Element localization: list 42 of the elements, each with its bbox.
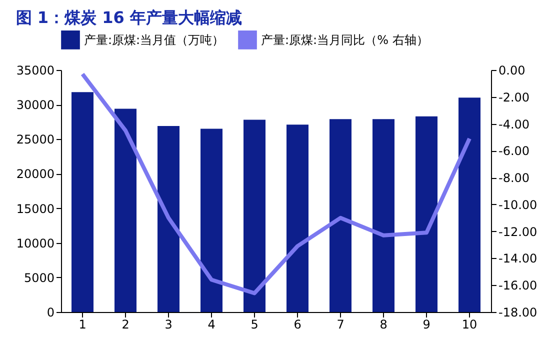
y2-tick-label: -10.00 (498, 198, 538, 212)
bar (416, 116, 438, 312)
chart-title: 图 1：煤炭 16 年产量大幅缩减 (16, 8, 242, 27)
y-tick-label: 20000 (16, 167, 54, 182)
y2-tick-label: 0.00 (498, 64, 526, 78)
y-tick-label: 15000 (16, 202, 54, 216)
legend-label: 产量:原煤:当月同比（% 右轴） (261, 32, 428, 47)
y2-tick-label: -14.00 (498, 252, 538, 266)
x-tick-label: 7 (336, 318, 344, 332)
line-series (80, 72, 472, 296)
bar (330, 119, 352, 312)
bar (286, 124, 308, 312)
x-tick-label: 4 (208, 318, 216, 332)
bar (114, 108, 136, 312)
y-tick-label: 10000 (16, 236, 54, 250)
bar (244, 120, 266, 312)
y-tick-label: 30000 (16, 98, 54, 112)
x-tick-label: 5 (250, 318, 258, 332)
x-tick-label: 8 (380, 318, 388, 332)
bar (458, 98, 480, 312)
y2-tick-label: -8.00 (498, 171, 530, 186)
y2-tick-label: -18.00 (498, 306, 538, 320)
y2-tick-label: -6.00 (498, 144, 530, 158)
y-tick-label: 5000 (24, 270, 54, 285)
y2-tick-label: -12.00 (498, 224, 538, 239)
x-tick-label: 9 (422, 318, 430, 332)
y-tick-label: 35000 (16, 64, 54, 78)
y2-tick-label: -4.00 (498, 117, 530, 132)
y-tick-label: 0 (46, 306, 54, 320)
bar (158, 126, 180, 312)
y2-tick-label: -2.00 (498, 90, 530, 104)
legend-label: 产量:原煤:当月值（万吨） (84, 32, 224, 47)
y2-tick-label: -16.00 (498, 278, 538, 293)
x-tick-label: 1 (78, 318, 86, 332)
x-tick-label: 3 (164, 318, 172, 332)
x-tick-label: 10 (462, 318, 478, 332)
bar (72, 92, 94, 312)
y-tick-label: 25000 (16, 132, 54, 147)
x-tick-label: 6 (294, 318, 302, 332)
bar (372, 119, 394, 312)
x-tick-label: 2 (122, 318, 130, 332)
bar (200, 128, 222, 312)
